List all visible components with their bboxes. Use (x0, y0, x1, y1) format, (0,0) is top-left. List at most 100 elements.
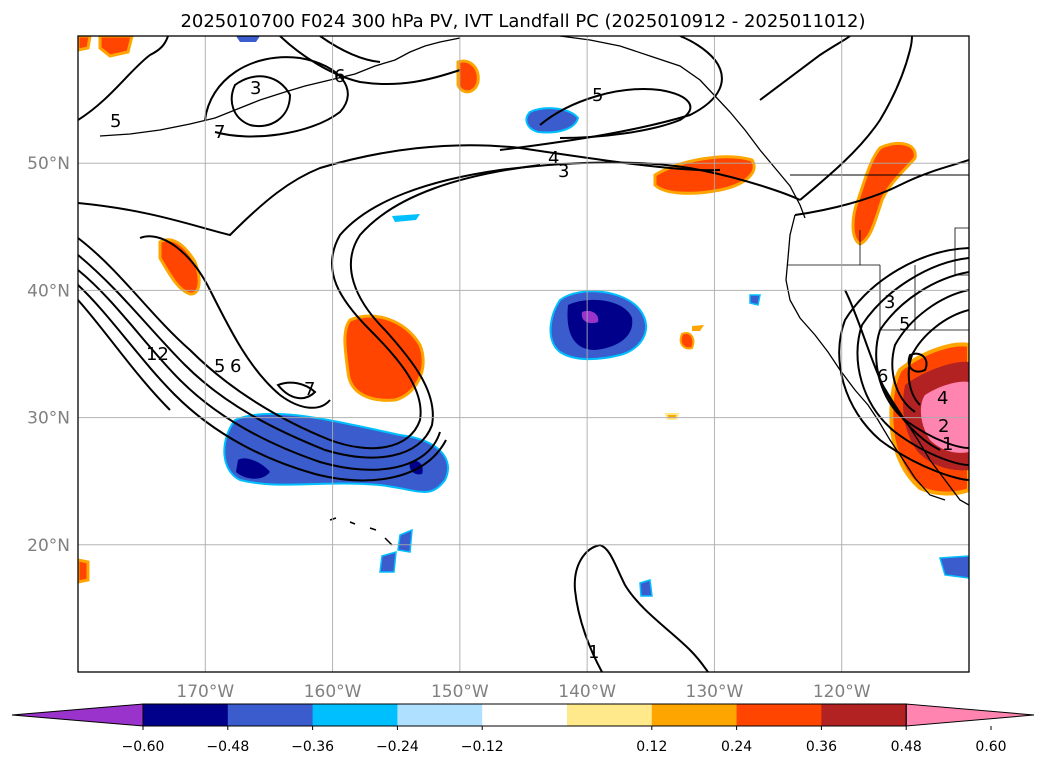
contour-label: 4 (937, 388, 948, 409)
colorbar-frame (142, 703, 907, 727)
latitude-tick-label: 50°N (27, 154, 70, 174)
contour-line (204, 56, 349, 138)
colorbar-segment (821, 704, 907, 726)
contour-label: 3 (250, 78, 261, 99)
contour-line (856, 257, 969, 466)
contour-label: 4 (548, 148, 559, 169)
colorbar (11, 703, 1035, 727)
contour-line (276, 381, 317, 400)
contour-line (139, 235, 331, 409)
contour-line (838, 247, 969, 481)
contour-label: 1 (942, 434, 953, 455)
contour-label: 6 (334, 66, 345, 87)
negative-anomaly-region (236, 36, 260, 42)
map-background (78, 36, 969, 672)
contour-line (573, 543, 709, 672)
latitude-tick-label: 30°N (27, 409, 70, 429)
positive-anomaly-region (679, 332, 695, 350)
contour-line (499, 36, 723, 151)
colorbar-segment (143, 704, 229, 726)
colorbar-tick-label: −0.48 (206, 739, 249, 755)
colorbar-tick-label: 0.12 (636, 739, 667, 755)
alaska-gulf-coast (559, 36, 806, 219)
longitude-tick-label: 150°W (431, 682, 489, 702)
contour-line (799, 36, 913, 201)
positive-anomaly-region (78, 558, 90, 584)
colorbar-segment (567, 704, 653, 726)
colorbar-tick-label: 0.36 (806, 739, 837, 755)
contour-line (78, 144, 721, 237)
contour-line (844, 289, 941, 451)
contour-label: 5 (899, 314, 910, 335)
colorbar-segment (736, 704, 822, 726)
latitude-tick-label: 20°N (27, 536, 70, 556)
colorbar-tick-label: −0.12 (461, 739, 504, 755)
contour-line (279, 36, 461, 86)
colorbar-tick-label: −0.60 (122, 739, 165, 755)
contour-line (78, 36, 169, 121)
negative-anomaly-region (749, 294, 761, 306)
positive-anomaly-region (692, 325, 704, 331)
contour-line (78, 299, 171, 411)
contour-line (539, 88, 692, 139)
gridlines (78, 36, 969, 672)
contour-label: 5 (592, 85, 603, 106)
colorbar-segment (397, 704, 483, 726)
longitude-tick-label: 170°W (176, 682, 234, 702)
contour-label: 1 (588, 642, 599, 663)
colorbar-extend-min (11, 703, 144, 727)
map-frame (77, 35, 970, 673)
contour-line (794, 159, 969, 216)
contour-label: 7 (304, 379, 315, 400)
contour-line (907, 352, 928, 373)
positive-anomaly-region (343, 314, 425, 402)
contour-label: 5 (214, 356, 225, 377)
negative-extreme-region (581, 310, 599, 324)
longitude-tick-label: 120°W (813, 682, 871, 702)
contour-line (891, 289, 969, 413)
colorbar-tick-label: 0.24 (721, 739, 752, 755)
positive-anomaly-region (158, 238, 201, 296)
negative-anomaly-region (392, 214, 420, 222)
colorbar-segment (651, 704, 738, 726)
negative-anomaly-region (939, 555, 969, 579)
positive-anomaly-region (78, 36, 92, 52)
contour-label: 7 (214, 122, 225, 143)
colorbar-extend-max (905, 703, 1035, 727)
contour-line (78, 164, 541, 459)
positive-anomaly-region (664, 413, 680, 420)
contour-label: 12 (146, 344, 169, 365)
contour-label: 3 (558, 161, 569, 182)
longitude-tick-label: 130°W (686, 682, 744, 702)
colorbar-segment (312, 704, 398, 726)
contour-label: 3 (884, 292, 895, 313)
alaska-coast (99, 37, 461, 137)
map-title: 2025010700 F024 300 hPa PV, IVT Landfall… (180, 11, 865, 32)
negative-anomaly-region (639, 579, 653, 597)
colorbar-tick-label: −0.24 (376, 739, 419, 755)
latitude-labels: 50°N 40°N 30°N 20°N (27, 154, 70, 556)
colorbar-segment (482, 704, 568, 726)
contour-line (759, 36, 851, 101)
contour-label: 6 (877, 366, 888, 387)
contour-labels: 5 3 7 6 5 4 3 12 5 6 7 3 5 6 4 2 1 1 (110, 66, 953, 663)
positive-anomaly-region (456, 59, 480, 94)
contour-line (319, 36, 381, 63)
longitude-tick-label: 160°W (304, 682, 362, 702)
contour-label: 5 (110, 111, 121, 132)
colorbar-tick-label: 0.60 (975, 739, 1006, 755)
colorbar-tick-label: 0.48 (891, 739, 922, 755)
negative-core-region (236, 458, 270, 479)
negative-anomaly-region (379, 550, 397, 573)
contour-line (78, 269, 441, 471)
contour-line (230, 75, 292, 128)
contour-label: 2 (938, 416, 949, 437)
negative-anomaly-region (525, 107, 580, 134)
positive-anomaly-region (851, 141, 917, 246)
contour-label: 6 (230, 356, 241, 377)
longitude-labels: 170°W 160°W 150°W 140°W 130°W 120°W (176, 682, 870, 702)
contour-line (78, 284, 447, 482)
latitude-tick-label: 40°N (27, 281, 70, 301)
positive-anomaly-region (98, 36, 134, 58)
